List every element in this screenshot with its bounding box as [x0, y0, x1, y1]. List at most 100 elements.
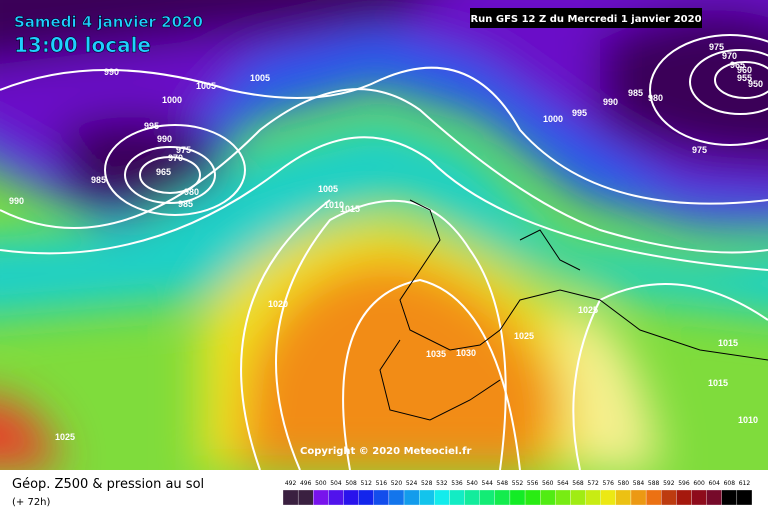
scale-label: 492 [285, 480, 297, 487]
scale-label: 520 [391, 480, 403, 487]
isobar-label: 1000 [162, 95, 182, 105]
scale-label: 572 [587, 480, 599, 487]
isobar-label: 1025 [514, 331, 534, 341]
isobar-label: 980 [184, 187, 199, 197]
scale-swatch [736, 489, 753, 506]
scale-label: 580 [618, 480, 630, 487]
isobar-label: 1005 [196, 81, 216, 91]
isobar-label: 990 [9, 196, 24, 206]
time: 13:00 locale [14, 33, 151, 57]
isobar-label: 1005 [250, 73, 270, 83]
isobar-label: 1020 [268, 299, 288, 309]
scale-swatch [479, 489, 495, 506]
scale-swatch [358, 489, 374, 506]
scale-swatch [434, 489, 450, 506]
scale-label: 536 [451, 480, 463, 487]
isobar-label: 975 [709, 42, 724, 52]
scale-swatch [419, 489, 435, 506]
scale-label: 556 [527, 480, 539, 487]
coastlines [379, 199, 768, 421]
isobar-label: 1015 [340, 204, 360, 214]
scale-label: 612 [739, 480, 751, 487]
scale-swatch [373, 489, 390, 506]
scale-label: 560 [542, 480, 554, 487]
isobar-label: 975 [692, 145, 707, 155]
scale-label: 552 [512, 480, 524, 487]
scale-label: 564 [557, 480, 569, 487]
run-box [470, 8, 702, 28]
isobar-label: 985 [91, 175, 106, 185]
isobar-label: 1000 [543, 114, 563, 124]
scale-swatch [464, 489, 480, 506]
isobar-label: 955 [737, 73, 752, 83]
scale-swatch [691, 489, 707, 506]
scale-label: 604 [708, 480, 720, 487]
scale-label: 548 [497, 480, 509, 487]
isobar-label: 1010 [324, 200, 344, 210]
scale-swatch [600, 489, 616, 506]
isobar-label: 965 [730, 60, 745, 70]
scale-label: 524 [406, 480, 418, 487]
scale-swatch [676, 489, 692, 506]
footer-lead: (+ 72h) [12, 497, 51, 508]
scale-swatch [540, 489, 556, 506]
scale-swatch [403, 489, 420, 506]
isobar-label: 990 [157, 134, 172, 144]
scale-swatch [524, 489, 541, 506]
scale-label: 504 [330, 480, 342, 487]
isobar-label: 965 [156, 167, 171, 177]
scale-swatch [585, 489, 601, 506]
isobar-label: 1035 [426, 349, 446, 359]
isobar-label: 970 [168, 153, 183, 163]
scale-label: 512 [360, 480, 372, 487]
scale-label: 540 [466, 480, 478, 487]
scale-label: 588 [648, 480, 660, 487]
isobar-label: 960 [737, 65, 752, 75]
scale-label: 528 [421, 480, 433, 487]
scale-swatch [297, 489, 314, 506]
scale-swatch [570, 489, 586, 506]
isobar-label: 995 [572, 108, 587, 118]
isobar-label: 985 [178, 199, 193, 209]
scale-swatch [343, 489, 359, 506]
scale-label: 508 [345, 480, 357, 487]
scale-swatch [555, 489, 571, 506]
isobar-label: 980 [648, 93, 663, 103]
scale-swatch [313, 489, 329, 506]
scale-label: 496 [300, 480, 312, 487]
scale-swatch [706, 489, 722, 506]
isobar-label: 950 [748, 79, 763, 89]
isobar-label: 1005 [318, 184, 338, 194]
scale-label: 584 [633, 480, 645, 487]
scale-swatch [661, 489, 677, 506]
field [0, 0, 768, 470]
scale-label: 544 [482, 480, 494, 487]
scale-label: 600 [693, 480, 705, 487]
isobar-label: 1025 [578, 305, 598, 315]
isobar-label: 970 [722, 51, 737, 61]
scale-swatch [645, 489, 662, 506]
isobar-label: 990 [104, 67, 119, 77]
scale-label: 568 [572, 480, 584, 487]
isobar-label: 975 [176, 145, 191, 155]
scale-label: 516 [376, 480, 388, 487]
scale-swatch [721, 489, 738, 506]
scale-swatch [388, 489, 405, 506]
scale-swatch [509, 489, 526, 506]
date: Samedi 4 janvier 2020 [14, 13, 203, 31]
scale-swatch [282, 489, 299, 506]
isobars [0, 34, 768, 470]
isobar-label: 990 [603, 97, 618, 107]
scale-label: 592 [663, 480, 675, 487]
isobar-label: 985 [628, 88, 643, 98]
scale-label: 608 [724, 480, 736, 487]
scale-swatch [630, 489, 647, 506]
isobar-label: 1030 [456, 348, 476, 358]
scale-label: 532 [436, 480, 448, 487]
isobar-label: 1025 [55, 432, 75, 442]
scale-label: 500 [315, 480, 327, 487]
scale-swatch [615, 489, 632, 506]
scale-swatch [494, 489, 511, 506]
